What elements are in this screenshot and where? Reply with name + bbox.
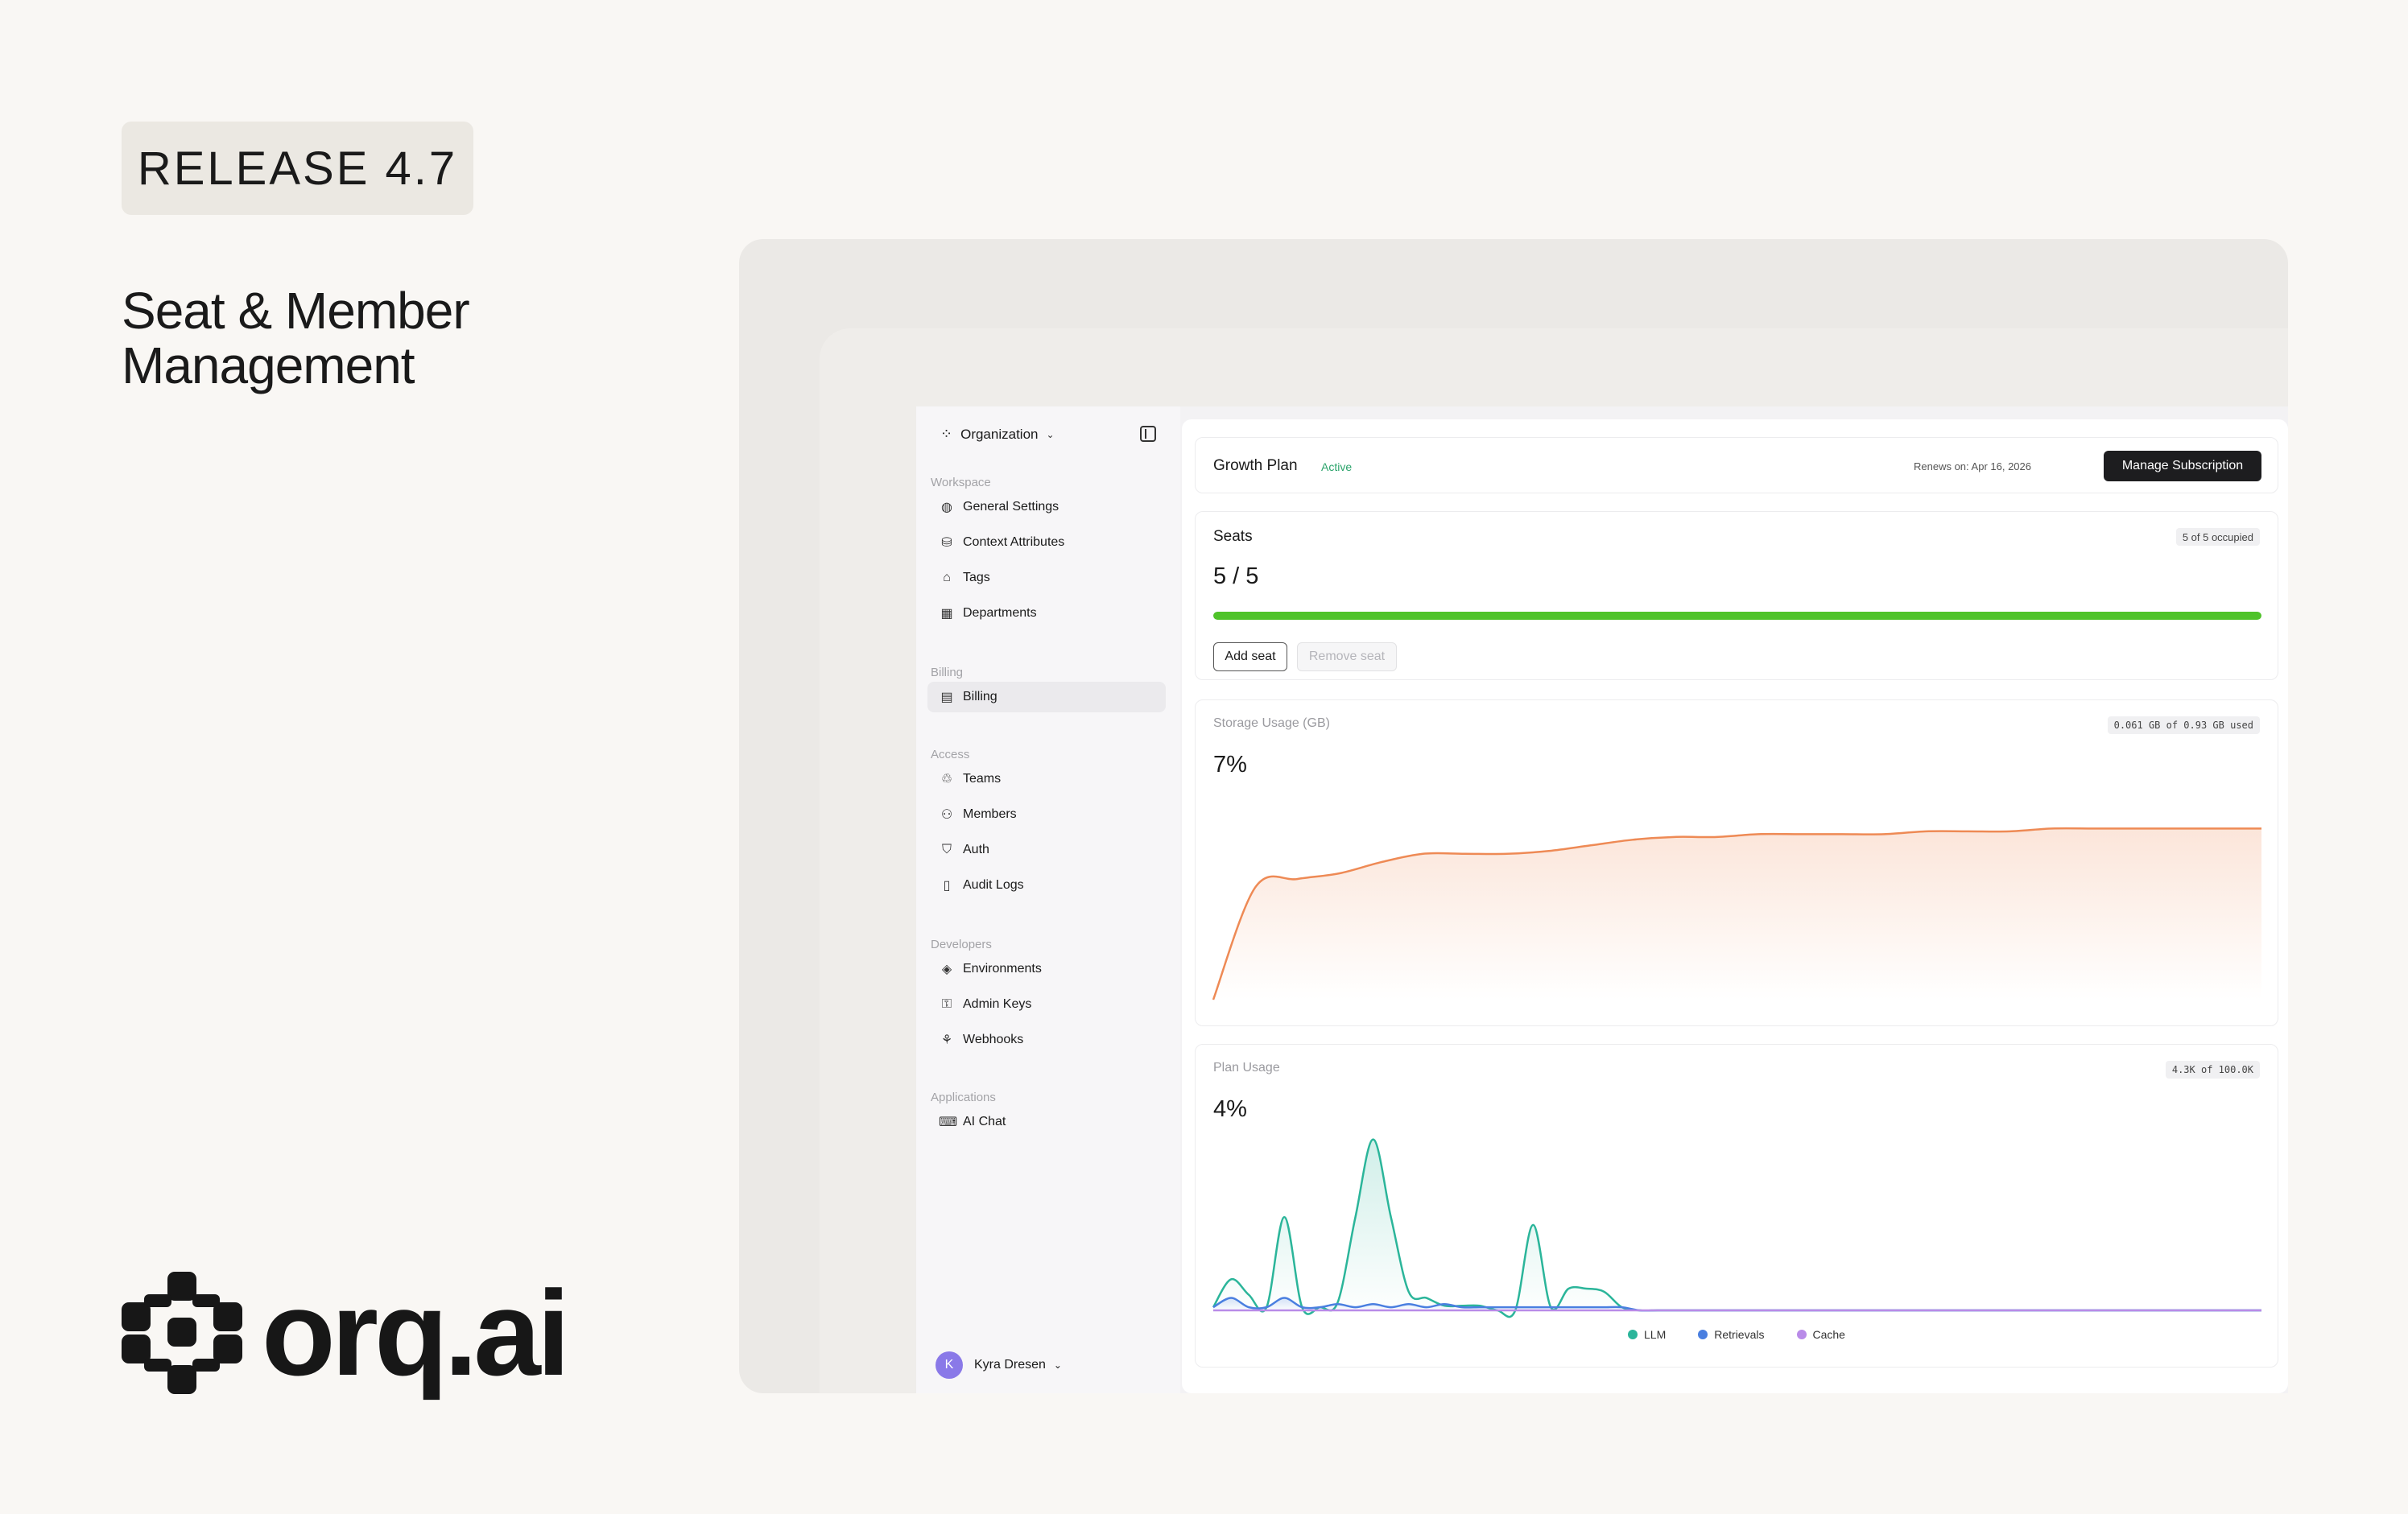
storage-percent: 7%	[1213, 752, 1247, 778]
sidebar-item-webhooks[interactable]: ⚘ Webhooks	[927, 1025, 1166, 1055]
sidebar-item-label: Departments	[963, 606, 1037, 620]
building-icon: ▦	[940, 607, 953, 621]
status-badge: Active	[1321, 460, 1353, 473]
user-name: Kyra Dresen	[974, 1358, 1046, 1372]
storage-title: Storage Usage (GB)	[1213, 716, 1330, 730]
teams-icon: ♲	[940, 773, 953, 786]
sidebar-item-admin-keys[interactable]: ⚿ Admin Keys	[927, 989, 1166, 1020]
section-access: Access	[931, 748, 970, 761]
seats-title: Seats	[1213, 528, 1253, 545]
sidebar-item-teams[interactable]: ♲ Teams	[927, 764, 1166, 794]
plan-usage-badge: 4.3K of 100.0K	[2165, 1061, 2260, 1079]
sidebar-item-context-attributes[interactable]: ⛁ Context Attributes	[927, 527, 1166, 558]
sidebar-item-label: Admin Keys	[963, 997, 1032, 1011]
headline-line-2: Management	[122, 336, 415, 394]
main-panel: Growth Plan Active Renews on: Apr 16, 20…	[1182, 419, 2288, 1393]
users-icon: ⚇	[940, 808, 953, 822]
sidebar-item-departments[interactable]: ▦ Departments	[927, 598, 1166, 629]
sidebar-item-ai-chat[interactable]: ⌨ AI Chat	[927, 1107, 1166, 1137]
sidebar-item-label: Members	[963, 807, 1017, 821]
series-area-llm	[1213, 1139, 2261, 1318]
user-menu[interactable]: K Kyra Dresen ⌄	[936, 1351, 1062, 1379]
billing-app: ⁘ Organization ⌄ Workspace ◍ General Sett…	[916, 406, 2288, 1393]
legend-label: LLM	[1644, 1328, 1667, 1341]
avatar: K	[936, 1351, 963, 1379]
seats-card: Seats 5 of 5 occupied 5 / 5 Add seat Rem…	[1195, 511, 2278, 680]
sidebar-item-label: AI Chat	[963, 1115, 1006, 1128]
key-icon: ⚿	[941, 997, 952, 1011]
plan-name: Growth Plan	[1213, 457, 1298, 474]
legend-item-llm: LLM	[1628, 1328, 1666, 1341]
sidebar: ⁘ Organization ⌄ Workspace ◍ General Sett…	[916, 406, 1180, 1393]
storage-badge: 0.061 GB of 0.93 GB used	[2107, 716, 2260, 734]
seats-value: 5 / 5	[1213, 563, 1259, 589]
chevron-down-icon: ⌄	[1046, 428, 1055, 440]
sidebar-item-billing[interactable]: ▤ Billing	[927, 682, 1166, 712]
headline-line-1: Seat & Member	[122, 282, 470, 340]
sidebar-item-label: Webhooks	[963, 1033, 1024, 1046]
sidebar-item-label: Tags	[963, 571, 990, 584]
section-developers: Developers	[931, 938, 992, 951]
legend-item-cache: Cache	[1796, 1328, 1845, 1341]
receipt-icon: ▤	[940, 691, 953, 704]
database-icon: ⛁	[941, 536, 952, 550]
sidebar-item-tags[interactable]: ⌂ Tags	[927, 563, 1166, 593]
seats-progress-fill	[1213, 612, 2261, 620]
storage-usage-card: Storage Usage (GB) 0.061 GB of 0.93 GB u…	[1195, 699, 2278, 1026]
org-label: Organization	[960, 426, 1039, 442]
brand-logo: orq.ai	[122, 1265, 570, 1401]
plan-usage-card: Plan Usage 4.3K of 100.0K 4% LLM Retrieva…	[1195, 1044, 2278, 1368]
sidebar-item-label: Context Attributes	[963, 535, 1065, 549]
layers-icon: ◈	[941, 963, 952, 976]
brand-wordmark: orq.ai	[262, 1265, 570, 1401]
chart-legend: LLM Retrievals Cache	[1196, 1328, 2278, 1341]
legend-dot	[1628, 1330, 1638, 1339]
shield-icon: ⛉	[941, 843, 952, 856]
plan-usage-title: Plan Usage	[1213, 1061, 1280, 1075]
sidebar-item-auth[interactable]: ⛉ Auth	[927, 835, 1166, 865]
globe-icon: ◍	[941, 501, 952, 514]
chevron-down-icon: ⌄	[1053, 1359, 1062, 1371]
legend-item-retrievals: Retrievals	[1698, 1328, 1765, 1341]
sidebar-item-audit-logs[interactable]: ▯ Audit Logs	[927, 870, 1166, 901]
legend-label: Retrievals	[1714, 1328, 1765, 1341]
seats-occupied-badge: 5 of 5 occupied	[2175, 528, 2260, 546]
sidebar-item-label: Billing	[963, 690, 997, 703]
storage-chart	[1212, 827, 2261, 1000]
webhook-icon: ⚘	[940, 1033, 953, 1047]
sidebar-item-label: Environments	[963, 962, 1042, 976]
sidebar-item-environments[interactable]: ◈ Environments	[927, 954, 1166, 984]
sidebar-item-label: Audit Logs	[963, 878, 1024, 892]
sidebar-item-members[interactable]: ⚇ Members	[927, 799, 1166, 830]
series-line-storage	[1212, 827, 2261, 1000]
legend-dot	[1796, 1330, 1807, 1339]
renewal-date: Renews on: Apr 16, 2026	[1914, 460, 2031, 472]
chat-icon: ⌨	[939, 1116, 958, 1129]
sidebar-item-label: Auth	[963, 843, 989, 856]
plan-usage-percent: 4%	[1213, 1096, 1247, 1122]
series-area-storage	[1213, 828, 2261, 1000]
legend-dot	[1698, 1330, 1708, 1339]
sidebar-item-general-settings[interactable]: ◍ General Settings	[927, 492, 1166, 522]
orq-logo-icon	[122, 1272, 242, 1394]
section-billing: Billing	[931, 666, 964, 679]
org-switcher[interactable]: ⁘ Organization ⌄	[940, 426, 1055, 443]
plan-usage-chart	[1212, 1138, 2261, 1318]
seats-progress-bar	[1213, 612, 2261, 620]
tag-icon: ⌂	[943, 571, 951, 584]
release-badge: RELEASE 4.7	[122, 122, 473, 215]
headline: Seat & Member Management	[122, 282, 470, 394]
manage-subscription-button[interactable]: Manage Subscription	[2104, 451, 2261, 481]
collapse-sidebar-icon[interactable]	[1140, 426, 1156, 442]
file-icon: ▯	[943, 879, 951, 893]
section-applications: Applications	[931, 1091, 996, 1104]
sidebar-item-label: Teams	[963, 772, 1002, 786]
section-workspace: Workspace	[931, 476, 991, 489]
remove-seat-button[interactable]: Remove seat	[1297, 642, 1397, 671]
legend-label: Cache	[1812, 1328, 1845, 1341]
org-icon: ⁘	[940, 426, 953, 442]
plan-card: Growth Plan Active Renews on: Apr 16, 20…	[1195, 437, 2278, 493]
sidebar-item-label: General Settings	[963, 500, 1059, 514]
add-seat-button[interactable]: Add seat	[1213, 642, 1287, 671]
